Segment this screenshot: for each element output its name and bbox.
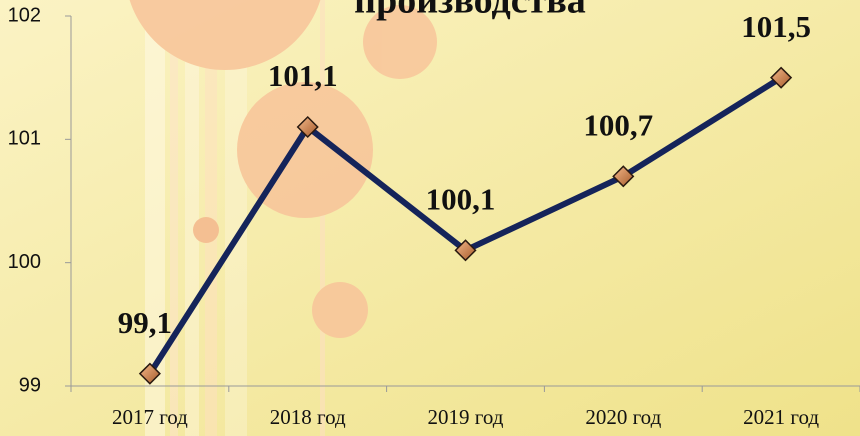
y-tick-label: 99 xyxy=(19,374,41,396)
x-tick-label: 2020 год xyxy=(585,405,661,429)
y-tick-label: 102 xyxy=(8,4,41,26)
marker xyxy=(138,362,161,385)
data-label: 100,7 xyxy=(583,107,653,142)
data-label: 101,5 xyxy=(741,9,811,44)
marker xyxy=(770,66,793,89)
marker xyxy=(612,165,635,188)
x-tick-label: 2018 год xyxy=(270,405,346,429)
data-label: 101,1 xyxy=(268,58,338,93)
data-label: 100,1 xyxy=(426,181,496,216)
y-tick-label: 100 xyxy=(8,251,41,273)
marker xyxy=(454,239,477,262)
x-tick-label: 2019 год xyxy=(428,405,504,429)
data-label: 99,1 xyxy=(118,305,172,340)
y-tick-label: 101 xyxy=(8,128,41,150)
x-tick-label: 2021 год xyxy=(743,405,819,429)
marker xyxy=(296,115,319,139)
chart-title: производства xyxy=(354,0,586,22)
x-tick-label: 2017 год xyxy=(112,405,188,429)
